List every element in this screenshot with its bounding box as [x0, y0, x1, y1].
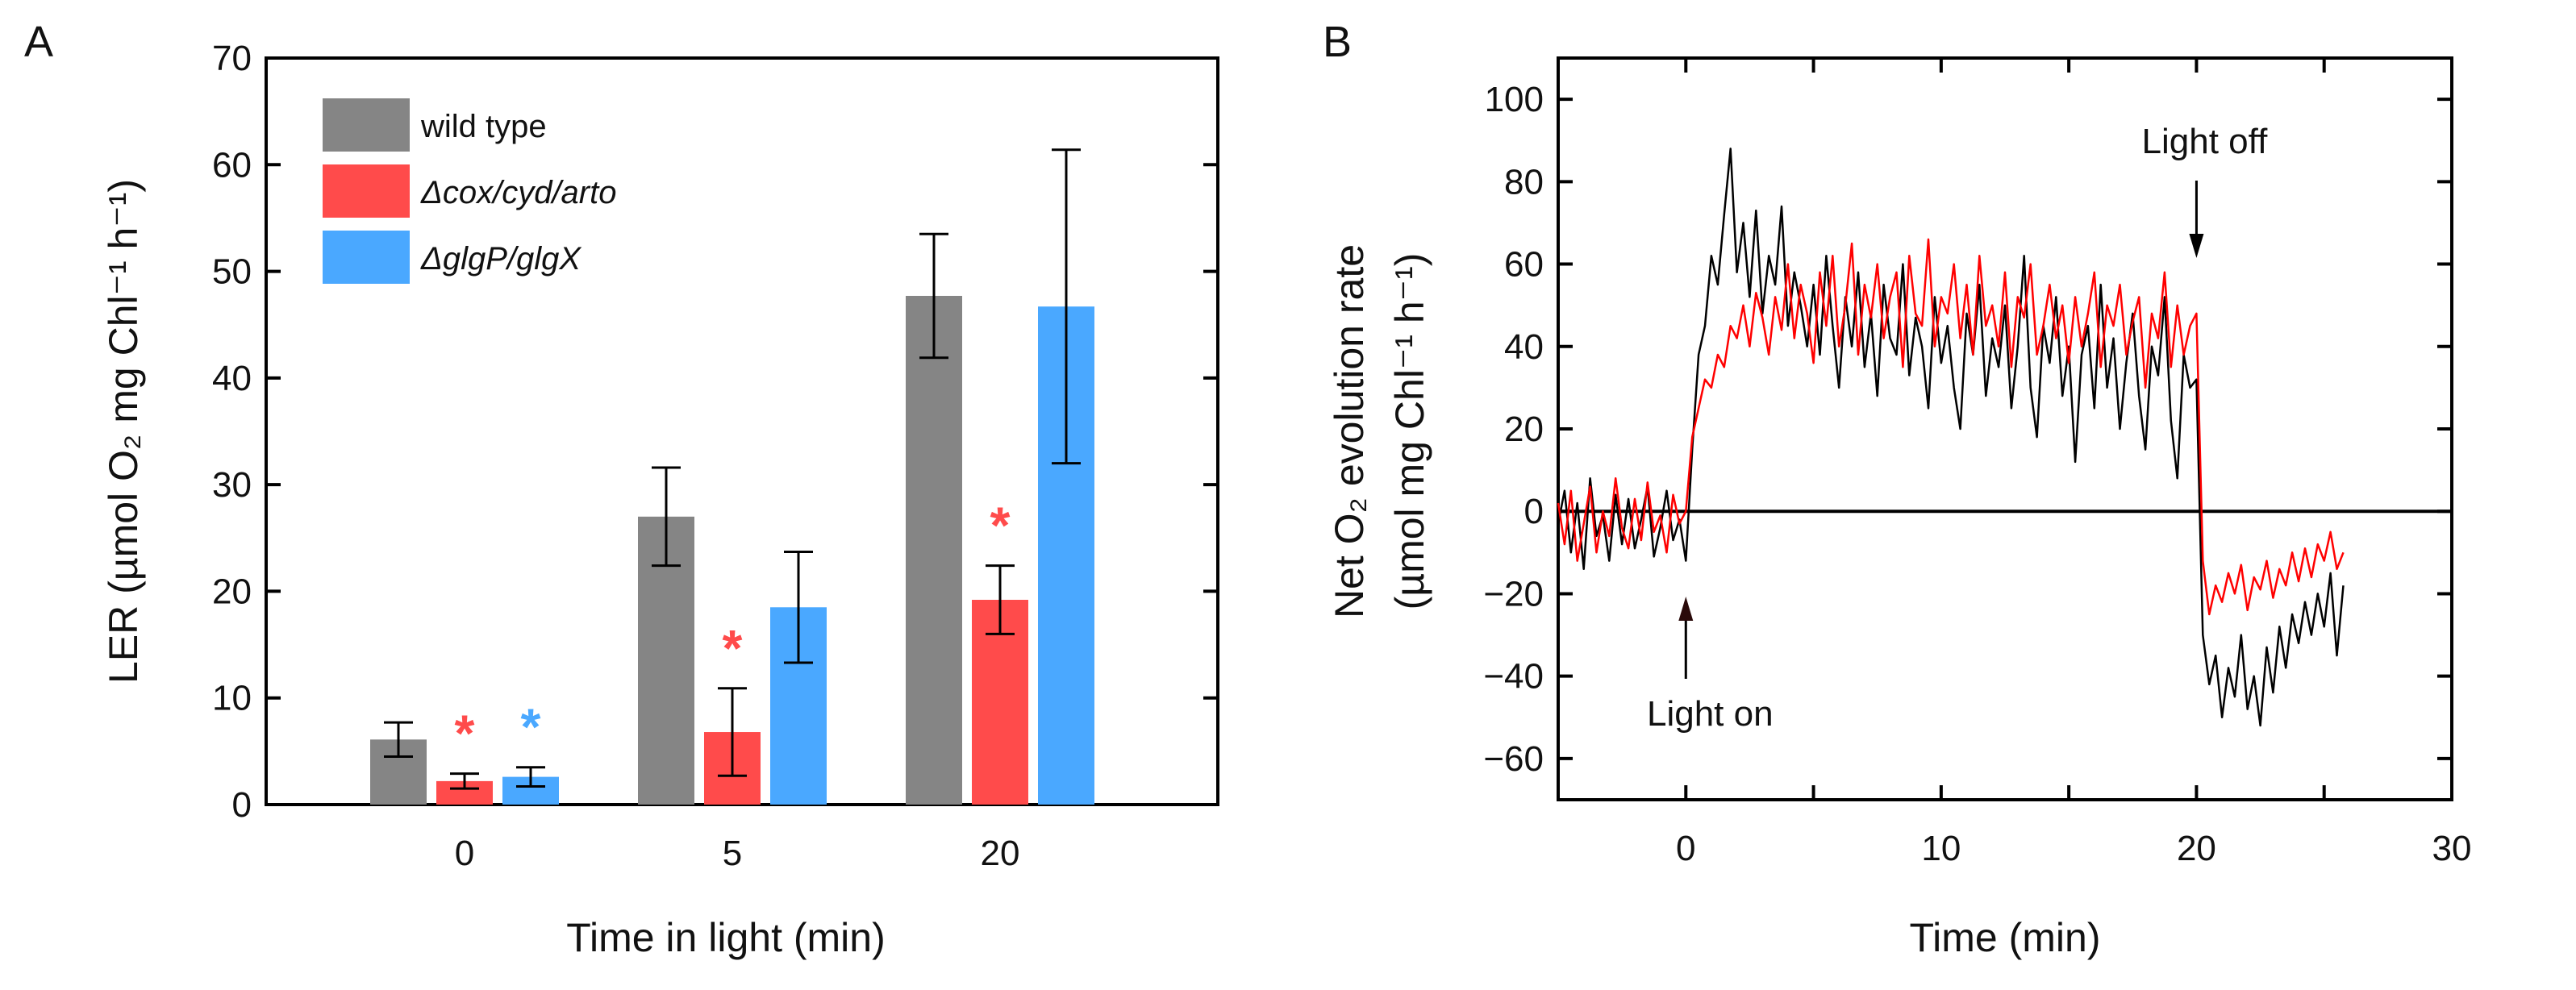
y-tick-label-b: 60 [1504, 245, 1544, 285]
x-axis-title-b: Time (min) [1909, 915, 2100, 960]
y-tick-label-a: 0 [232, 785, 252, 825]
y-tick-label-b: −40 [1483, 657, 1544, 697]
x-tick-label-a: 20 [981, 834, 1020, 873]
y-tick-label-b: 40 [1504, 327, 1544, 367]
significance-asterisk: * [521, 698, 541, 756]
legend-label-2: ΔglgP/glgX [420, 241, 581, 277]
x-axis-title-a: Time in light (min) [566, 915, 885, 960]
panel-a-bar-chart: A Time in light (min) LER (µmol O₂ mg Ch… [24, 18, 1219, 960]
x-tick-label-a: 0 [455, 834, 474, 873]
bar-0-2 [906, 295, 962, 805]
arrow-up-icon [1678, 597, 1694, 621]
legend-swatch-0 [323, 98, 410, 152]
legend-swatch-2 [323, 231, 410, 284]
trace-line-0 [1557, 148, 2345, 727]
y-tick-label-a: 10 [212, 679, 252, 718]
annotation-light-off: Light off [2142, 122, 2269, 161]
legend-swatch-1 [323, 164, 410, 218]
panel-label-b: B [1323, 18, 1352, 66]
legend-label-1: Δcox/cyd/arto [420, 175, 616, 210]
panel-label-a: A [24, 18, 53, 66]
x-tick-label-b: 0 [1676, 829, 1695, 868]
annotation-light-on: Light on [1647, 694, 1774, 734]
y-tick-label-b: 0 [1524, 492, 1544, 531]
y-tick-label-b: 80 [1504, 162, 1544, 202]
significance-asterisk: * [723, 619, 743, 677]
y-tick-label-a: 20 [212, 572, 252, 611]
significance-asterisk: * [455, 705, 475, 763]
y-tick-label-b: −60 [1483, 739, 1544, 779]
y-tick-label-a: 60 [212, 145, 252, 185]
x-tick-label-b: 20 [2177, 829, 2216, 868]
arrow-down-icon [2189, 234, 2204, 258]
panel-b-line-chart: B Time (min) Net O₂ evolution rate (µmol… [1323, 18, 2471, 960]
y-tick-label-a: 70 [212, 39, 252, 78]
x-tick-label-b: 10 [1921, 829, 1961, 868]
y-tick-label-a: 30 [212, 465, 252, 505]
y-tick-label-a: 50 [212, 252, 252, 292]
y-tick-label-b: −20 [1483, 574, 1544, 614]
legend-label-0: wild type [420, 109, 547, 144]
y-axis-title-b-line1: Net O₂ evolution rate [1327, 244, 1372, 618]
x-tick-label-a: 5 [723, 834, 742, 873]
y-tick-label-b: 20 [1504, 410, 1544, 449]
plot-frame-b [1557, 56, 2453, 801]
y-axis-title-b-line2: (µmol mg Chl⁻¹ h⁻¹) [1387, 253, 1432, 610]
trace-line-1 [1557, 238, 2345, 616]
y-tick-label-a: 40 [212, 359, 252, 398]
y-axis-title-a: LER (µmol O₂ mg Chl⁻¹ h⁻¹) [101, 179, 146, 684]
x-tick-label-b: 30 [2432, 829, 2472, 868]
y-tick-label-b: 100 [1485, 80, 1544, 119]
significance-asterisk: * [990, 497, 1011, 555]
